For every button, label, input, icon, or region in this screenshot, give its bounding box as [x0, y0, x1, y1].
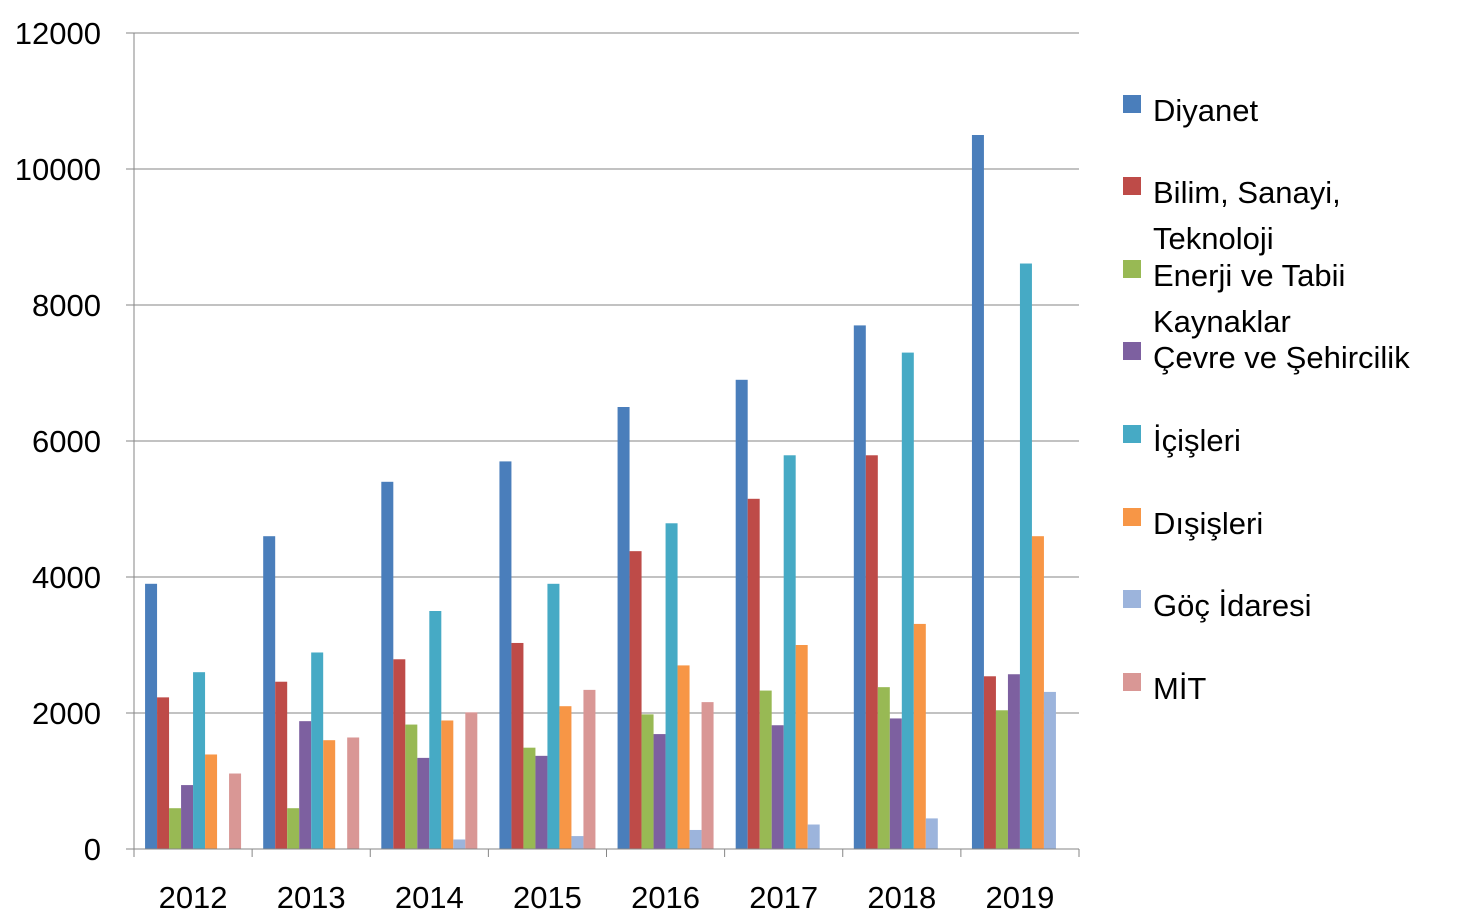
x-tick-label: 2017 [749, 880, 818, 915]
bar [441, 720, 454, 849]
y-tick-label: 2000 [32, 696, 101, 731]
legend-label: Bilim, Sanayi, Teknoloji [1153, 175, 1341, 256]
bar [877, 687, 890, 849]
legend-label: MİT [1153, 671, 1207, 706]
bar [393, 659, 406, 849]
bar [535, 755, 548, 849]
bar [617, 407, 630, 849]
bar [229, 773, 242, 849]
legend-swatch [1123, 177, 1141, 195]
legend-label: Dışişleri [1153, 506, 1264, 541]
bar [323, 740, 336, 849]
bar [1019, 263, 1032, 849]
bar [181, 785, 194, 849]
x-tick-label: 2014 [395, 880, 464, 915]
bar [405, 724, 418, 849]
legend-label: Enerji ve Tabii Kaynaklar [1153, 258, 1346, 339]
y-tick-label: 0 [84, 832, 101, 867]
legend-label: İçişleri [1153, 423, 1241, 458]
legend-swatch [1123, 673, 1141, 691]
y-tick-label: 6000 [32, 424, 101, 459]
bar [193, 672, 206, 849]
bar [169, 808, 182, 849]
bar [995, 710, 1008, 849]
bar [971, 135, 984, 849]
legend-swatch [1123, 508, 1141, 526]
bar [853, 325, 866, 849]
x-tick-label: 2019 [985, 880, 1054, 915]
bar [417, 757, 430, 849]
y-tick-label: 12000 [15, 16, 101, 51]
bar [275, 681, 288, 849]
y-tick-label: 10000 [15, 152, 101, 187]
bar [429, 611, 442, 849]
legend-swatch [1123, 95, 1141, 113]
bar [925, 818, 938, 849]
bar [311, 652, 324, 849]
bar [807, 824, 820, 849]
bar [865, 455, 878, 849]
bar [465, 712, 478, 849]
y-tick-label: 4000 [32, 560, 101, 595]
bar [145, 583, 158, 849]
bar [701, 702, 714, 849]
x-tick-label: 2016 [631, 880, 700, 915]
legend-swatch [1123, 590, 1141, 608]
bar [901, 352, 914, 849]
bar [795, 645, 808, 849]
bar [783, 455, 796, 849]
bar [511, 642, 524, 849]
bar [453, 839, 466, 849]
bar [287, 808, 300, 849]
legend-label: Çevre ve Şehircilik [1153, 340, 1410, 375]
x-tick-label: 2013 [277, 880, 346, 915]
bar [205, 754, 218, 849]
bar [499, 461, 512, 849]
bar [653, 734, 666, 849]
bar [523, 747, 536, 849]
legend-label: Göç İdaresi [1153, 588, 1312, 623]
x-tick-label: 2018 [867, 880, 936, 915]
bar [1043, 691, 1056, 849]
x-tick-label: 2015 [513, 880, 582, 915]
bar [689, 829, 702, 849]
bar [677, 665, 690, 849]
bar [1031, 536, 1044, 849]
bar [735, 379, 748, 849]
bar [641, 714, 654, 849]
bar [571, 836, 584, 849]
legend-label: Diyanet [1153, 93, 1259, 128]
bar [983, 676, 996, 849]
bar [583, 689, 596, 849]
x-tick-label: 2012 [159, 880, 228, 915]
bar [157, 697, 170, 849]
bar [665, 523, 678, 849]
bar [263, 536, 276, 849]
bar [889, 718, 902, 849]
bar [347, 737, 360, 849]
legend-swatch [1123, 425, 1141, 443]
bar [759, 690, 772, 849]
bar [913, 623, 926, 849]
bar [381, 481, 394, 849]
bar [547, 583, 560, 849]
bar [747, 498, 760, 849]
legend-swatch [1123, 342, 1141, 360]
bar [771, 725, 784, 849]
legend-swatch [1123, 260, 1141, 278]
bar [299, 721, 312, 849]
y-tick-label: 8000 [32, 288, 101, 323]
bar [1007, 674, 1020, 849]
bar [559, 706, 572, 849]
bar [629, 551, 642, 849]
